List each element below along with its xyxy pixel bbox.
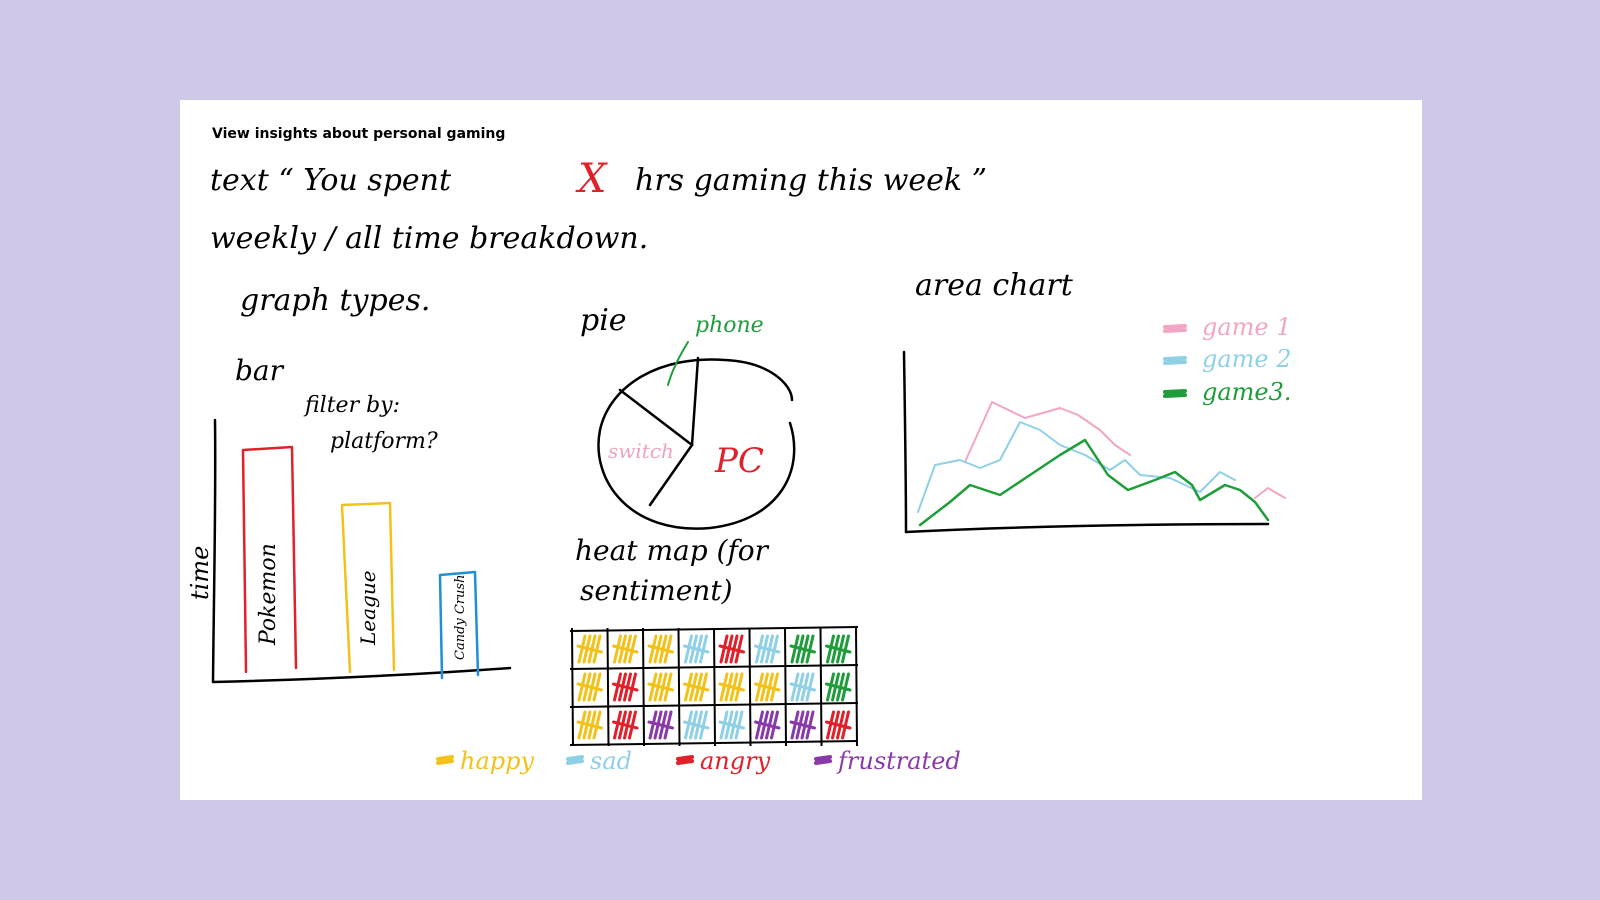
pie-chart-sketch: pie phone switch PC [580, 303, 796, 530]
heatmap-legend-swatch-angry [676, 755, 694, 765]
bar-heading: bar [235, 354, 285, 387]
bar-label-pokemon: Pokemon [256, 543, 281, 646]
area-legend-swatch-game3 [1163, 389, 1187, 398]
note-line1-x: X [575, 156, 608, 202]
area-legend-swatch-game1 [1163, 324, 1187, 333]
heatmap-legend-label-happy: happy [460, 747, 534, 775]
pie-label-phone: phone [695, 313, 764, 338]
heatmap-grid-col-line [855, 627, 858, 747]
heatmap-cell-happy [612, 634, 639, 664]
heatmap-heading-line1: heat map (for [575, 534, 770, 567]
pie-outline [597, 358, 796, 530]
note-graph-types: graph types. [240, 283, 430, 318]
bar-ylabel: time [186, 546, 214, 600]
area-legend-swatch-game2 [1163, 356, 1187, 365]
pie-label-switch: switch [608, 439, 674, 463]
heatmap-cell-angry [825, 710, 852, 740]
heatmap-grid-col-line [713, 627, 716, 747]
heatmap-legend-label-angry: angry [700, 747, 771, 775]
note-line2: weekly / all time breakdown. [210, 221, 648, 256]
heatmap-legend: happy sad angry frustrated [436, 747, 961, 775]
heatmap-cell-frustrated_green [825, 634, 852, 664]
heatmap-legend-swatch-sad [566, 755, 584, 765]
heatmap-cell-happy [647, 634, 674, 664]
note-line1-suffix: hrs gaming this week ” [635, 163, 987, 198]
bar-label-league: League [356, 570, 380, 646]
heatmap-cell-sad [683, 710, 710, 740]
heatmap-legend-label-sad: sad [590, 747, 632, 775]
bar-filter-line2: platform? [330, 429, 438, 454]
heatmap-cell-happy [647, 672, 674, 702]
heatmap-cell-happy [576, 634, 603, 664]
heatmap-cell-sad [718, 710, 745, 740]
heatmap-heading-line2: sentiment) [580, 574, 733, 607]
area-legend: game 1 game 2 game3. [1163, 313, 1292, 406]
heatmap-cell-happy [718, 672, 745, 702]
whiteboard: View insights about personal gaming text… [180, 100, 1422, 800]
heatmap-cell-green [825, 672, 852, 702]
heatmap-legend-label-frustrated: frustrated [836, 747, 961, 775]
heatmap-legend-swatch-happy [436, 755, 454, 765]
heatmap-cell-happy [576, 710, 603, 740]
area-y-axis [902, 350, 908, 534]
heatmap-cells [576, 634, 852, 740]
heatmap-cell-frustrated [647, 710, 674, 740]
area-series-game1-tail [1254, 487, 1286, 499]
pie-phone-pointer [667, 341, 689, 386]
heatmap-legend-swatch-frustrated [814, 755, 832, 765]
note-line1-prefix: text “ You spent [210, 163, 452, 198]
heatmap-grid-col-line [748, 627, 752, 747]
heatmap-cell-frustrated [789, 710, 816, 740]
bar-league [340, 501, 396, 674]
heatmap-cell-angry [718, 634, 745, 664]
heatmap-grid [569, 626, 859, 747]
heatmap-grid-col-line [784, 627, 787, 747]
heatmap-cell-happy [576, 672, 603, 702]
area-heading: area chart [915, 268, 1074, 303]
pie-divider-2 [618, 388, 694, 447]
area-legend-label-game1: game 1 [1202, 313, 1292, 341]
bar-x-axis [211, 666, 512, 684]
bar-filter-line1: filter by: [303, 393, 400, 418]
heatmap-cell-happy [754, 672, 781, 702]
heatmap-cell-happy [683, 672, 710, 702]
heatmap-cell-sad [789, 672, 816, 702]
area-series-game2 [917, 421, 1236, 513]
heatmap-cell-angry [612, 672, 639, 702]
heatmap-cell-sad [754, 634, 781, 664]
heatmap-grid-col-line [571, 627, 574, 747]
heatmap-grid-col-line [606, 627, 610, 747]
bar-label-candy-crush: Candy Crush [453, 575, 468, 660]
heatmap-cell-angry [612, 710, 639, 740]
area-x-axis [904, 522, 1270, 534]
bar-pokemon [241, 445, 298, 674]
heatmap-cell-frustrated [754, 710, 781, 740]
area-legend-label-game2: game 2 [1202, 345, 1292, 373]
area-series-game1 [964, 401, 1131, 463]
bar-chart-sketch: bar filter by: platform? time Pokemon Le… [186, 354, 512, 684]
pie-divider-3 [648, 443, 694, 507]
area-chart-sketch: area chart game 1 game 2 game3. [902, 268, 1292, 534]
heatmap-cell-frustrated_green [789, 634, 816, 664]
pie-divider-1 [690, 356, 700, 447]
heatmap-sketch: heat map (for sentiment) happy sad angry fr… [436, 534, 961, 775]
bar-candy-crush [438, 570, 480, 680]
heatmap-grid-col-line [819, 627, 823, 747]
area-series-game3 [918, 438, 1270, 527]
heatmap-grid-col-line [677, 627, 681, 747]
sketch-canvas: text “ You spent X hrs gaming this week … [186, 156, 1292, 775]
pie-heading: pie [580, 303, 627, 338]
area-legend-label-game3: game3. [1202, 378, 1292, 406]
heatmap-cell-sad [683, 634, 710, 664]
pie-label-pc: PC [714, 441, 764, 481]
board-title: View insights about personal gaming [212, 126, 506, 142]
heatmap-grid-col-line [642, 627, 645, 747]
bar-y-axis [211, 418, 217, 684]
